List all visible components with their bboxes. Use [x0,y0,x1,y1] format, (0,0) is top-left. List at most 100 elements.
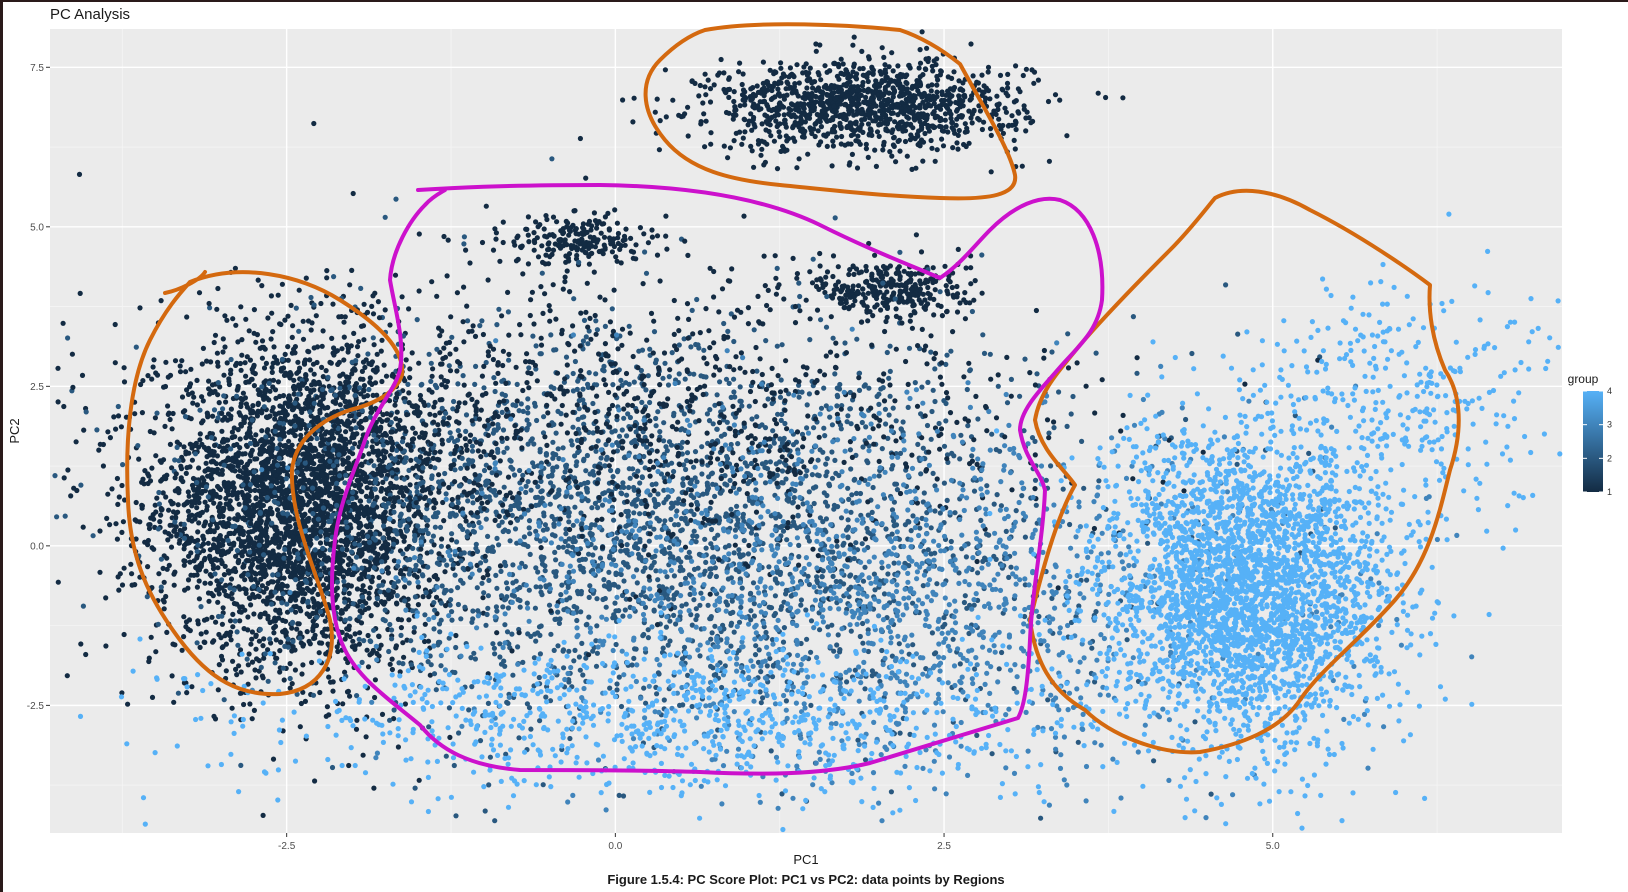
data-point [284,583,290,589]
data-point [400,640,406,646]
data-point [306,587,312,594]
data-point [269,463,275,469]
data-point [817,250,823,257]
data-point [234,441,240,448]
data-point [905,97,911,103]
data-point [850,287,856,293]
data-point [199,420,205,426]
data-point [985,64,992,70]
data-point [197,562,203,568]
data-point [366,451,372,457]
data-point [222,313,228,319]
data-point [181,614,187,620]
data-point [187,384,193,390]
data-point [270,405,276,411]
data-point [928,103,934,109]
data-point [862,99,868,106]
data-point [824,92,831,98]
data-point [220,549,226,555]
data-point [330,490,336,496]
data-point [1095,90,1101,96]
data-point [200,398,206,404]
data-point [406,390,412,396]
data-point [856,93,863,99]
data-point [255,401,261,408]
data-point [207,572,213,578]
data-point [381,518,387,525]
data-point [253,675,259,681]
data-point [390,503,396,509]
data-point [925,58,931,65]
data-point [407,375,413,381]
data-point [654,96,660,102]
data-point [372,380,379,386]
data-point [945,74,951,80]
data-point [824,69,830,75]
data-point [1016,110,1022,116]
data-point [897,290,903,296]
data-point [889,50,895,56]
data-point [497,458,503,464]
data-point [915,142,921,148]
data-point [194,584,200,590]
data-point [439,536,445,542]
data-point [800,70,806,76]
data-point [374,602,380,608]
data-point [227,618,234,624]
data-point [447,734,453,741]
data-point [727,145,734,151]
data-point [852,128,858,134]
data-point [238,421,244,427]
data-point [292,667,298,673]
data-point [104,515,110,522]
data-point [985,69,991,75]
data-point [428,464,434,470]
data-point [875,81,881,87]
data-point [151,516,157,522]
data-point [721,70,727,76]
data-point [783,133,789,139]
data-point [434,576,440,582]
data-point [818,77,824,83]
data-point [772,80,778,86]
data-point [264,519,270,525]
data-point [203,629,209,635]
data-point [196,520,202,526]
data-point [247,425,253,431]
data-point [329,335,335,341]
data-point [962,316,969,322]
data-point [253,646,259,652]
data-point [257,516,263,522]
data-point [230,658,236,664]
data-point [157,458,163,464]
data-point [314,522,320,528]
data-point [245,614,251,620]
data-point [685,133,691,139]
data-point [823,116,829,122]
data-point [202,555,208,561]
data-point [830,138,836,144]
data-point [206,378,212,384]
data-point [191,487,197,493]
data-point [237,436,243,442]
data-point [211,459,217,465]
data-point [670,97,676,103]
data-point [149,376,155,382]
data-point [225,485,231,491]
data-point [265,315,271,321]
data-point [830,273,836,280]
data-point [881,54,887,61]
data-point [286,438,292,444]
data-point [283,487,289,493]
data-point [462,475,468,482]
data-point [215,687,221,693]
data-point [849,151,856,157]
data-point [432,412,438,418]
data-point [739,141,745,147]
data-point [190,400,196,406]
data-point [238,543,244,549]
data-point [395,744,401,750]
data-point [818,99,824,105]
data-point [912,136,918,142]
data-point [171,582,177,588]
